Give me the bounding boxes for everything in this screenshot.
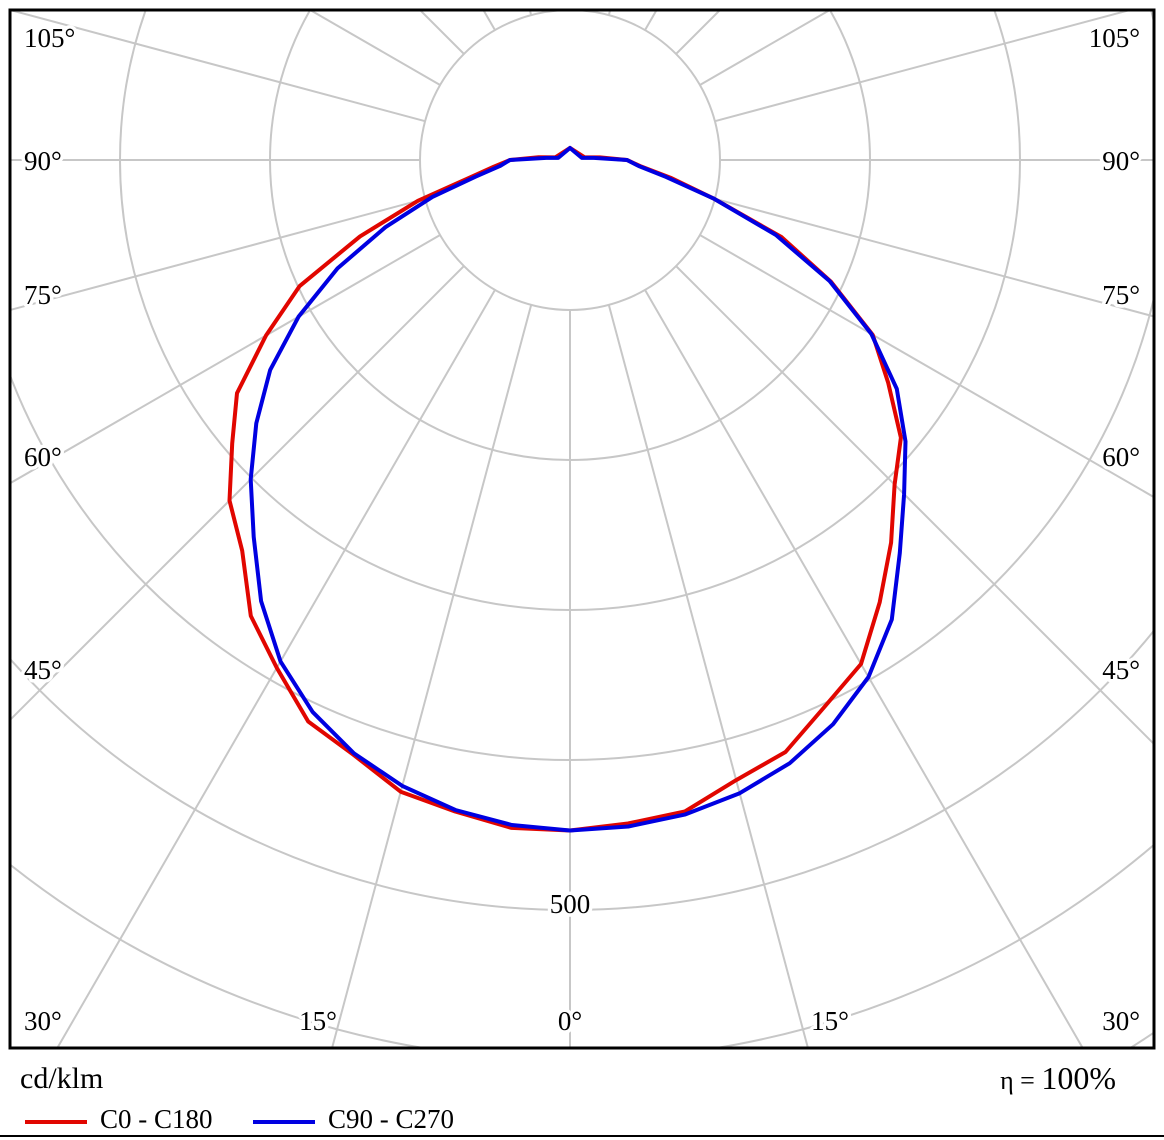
legend-swatch-c0-c180: [25, 1120, 87, 1124]
polar-intensity-chart: 105° 90° 75° 60° 45° 30° 15° 0° 15° 30° 45° 60° 75° 9…: [8, 8, 1156, 1050]
angle-tick-label: 75°: [1102, 280, 1140, 310]
angle-tick-label: 45°: [1102, 655, 1140, 685]
grid-ray: [11, 234, 441, 484]
angle-tick-label: 45°: [24, 655, 62, 685]
angle-tick-label: 105°: [1089, 23, 1140, 53]
angle-tick-label: 30°: [1102, 1006, 1140, 1036]
angle-tick-label: 30°: [24, 1006, 62, 1036]
legend-label-c0-c180: C0 - C180: [100, 1104, 213, 1134]
chart-frame: [8, 8, 1156, 1050]
grid-ray: [699, 234, 1153, 498]
angle-tick-label: 60°: [1102, 442, 1140, 472]
angle-tick-label: 75°: [24, 280, 62, 310]
efficiency-label: η = 100%: [1000, 1060, 1116, 1097]
grid-ray: [644, 11, 657, 31]
eta-symbol: η =: [1000, 1066, 1042, 1095]
curve-c90-c270: [248, 146, 908, 833]
grid-ray: [11, 11, 426, 123]
grid-ray: [714, 11, 1129, 123]
grid-ray: [607, 304, 809, 1047]
grid-ray: [714, 197, 1153, 318]
grid-ray: [607, 11, 611, 16]
bottom-rule: [0, 1135, 1164, 1137]
grid-ray: [529, 11, 533, 16]
angle-tick-label: 105°: [24, 23, 75, 53]
radial-value-label: 500: [550, 889, 591, 919]
angle-tick-label: 90°: [1102, 146, 1140, 176]
angle-tick-label: 15°: [299, 1006, 337, 1036]
eta-value: 100%: [1041, 1060, 1116, 1096]
grid-ray: [644, 289, 1083, 1047]
grid-ray: [331, 304, 533, 1047]
polar-grid: [11, 11, 1153, 1047]
unit-label: cd/klm: [20, 1062, 104, 1095]
legend-swatch-c90-c270: [253, 1120, 315, 1124]
grid-ray: [11, 265, 465, 720]
grid-ring: [11, 11, 1153, 761]
grid-ray: [57, 289, 496, 1047]
legend-label-c90-c270: C90 - C270: [328, 1104, 455, 1134]
angle-tick-label: 15°: [811, 1006, 849, 1036]
angle-tick-label: 0°: [558, 1006, 582, 1036]
grid-ring: [419, 11, 721, 311]
grid-ring: [11, 630, 1153, 911]
angle-tick-label: 90°: [24, 146, 62, 176]
angle-tick-label: 60°: [24, 442, 62, 472]
grid-ray: [11, 197, 426, 311]
grid-ray: [675, 265, 1153, 744]
